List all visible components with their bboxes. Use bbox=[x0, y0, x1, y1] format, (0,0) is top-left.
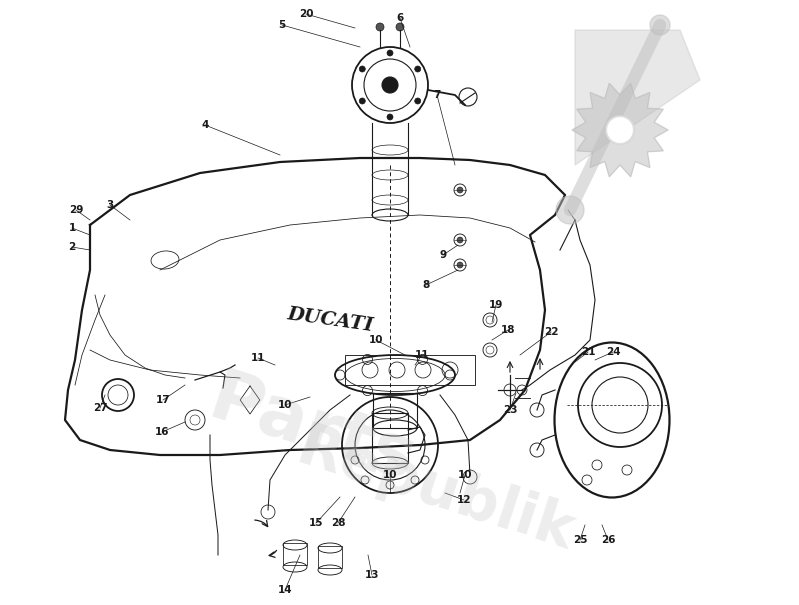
Text: 28: 28 bbox=[331, 518, 345, 528]
Text: 19: 19 bbox=[489, 300, 503, 310]
Text: 8: 8 bbox=[423, 280, 430, 290]
Circle shape bbox=[415, 98, 421, 104]
Circle shape bbox=[360, 98, 365, 104]
Circle shape bbox=[457, 262, 463, 268]
Circle shape bbox=[457, 237, 463, 243]
Circle shape bbox=[387, 50, 393, 56]
Text: 15: 15 bbox=[308, 518, 324, 528]
Circle shape bbox=[396, 23, 404, 31]
Text: 2: 2 bbox=[69, 242, 76, 252]
Circle shape bbox=[387, 114, 393, 120]
Text: 1: 1 bbox=[69, 223, 76, 233]
Text: 7: 7 bbox=[433, 90, 441, 100]
Text: 10: 10 bbox=[278, 400, 292, 410]
Text: 17: 17 bbox=[156, 395, 170, 405]
Circle shape bbox=[360, 66, 365, 72]
Bar bbox=[345, 355, 475, 385]
Bar bbox=[318, 546, 342, 568]
Text: 11: 11 bbox=[415, 350, 429, 360]
Text: 24: 24 bbox=[606, 347, 620, 357]
Circle shape bbox=[556, 196, 584, 224]
Text: 10: 10 bbox=[458, 470, 472, 480]
Text: 16: 16 bbox=[155, 427, 169, 437]
Text: 26: 26 bbox=[601, 535, 615, 545]
Circle shape bbox=[457, 187, 463, 193]
Circle shape bbox=[382, 77, 398, 93]
Text: 21: 21 bbox=[581, 347, 595, 357]
Text: Parts: Parts bbox=[200, 364, 423, 495]
Polygon shape bbox=[575, 30, 700, 165]
Circle shape bbox=[606, 116, 634, 144]
Text: 10: 10 bbox=[383, 470, 397, 480]
Text: 29: 29 bbox=[69, 205, 83, 215]
Text: 18: 18 bbox=[501, 325, 515, 335]
Text: 10: 10 bbox=[369, 335, 384, 345]
Text: 23: 23 bbox=[503, 405, 517, 415]
Circle shape bbox=[376, 23, 384, 31]
Bar bbox=[283, 543, 307, 565]
Text: 9: 9 bbox=[439, 250, 447, 260]
Bar bbox=[372, 413, 408, 463]
Text: 5: 5 bbox=[278, 20, 285, 30]
Polygon shape bbox=[572, 83, 668, 177]
Circle shape bbox=[415, 66, 421, 72]
Text: 13: 13 bbox=[365, 570, 380, 580]
Text: 3: 3 bbox=[106, 200, 113, 210]
Text: 4: 4 bbox=[201, 120, 209, 130]
Bar bbox=[373, 393, 417, 428]
Circle shape bbox=[650, 15, 670, 35]
Text: 14: 14 bbox=[278, 585, 292, 595]
Text: 6: 6 bbox=[396, 13, 403, 23]
Text: DUCATI: DUCATI bbox=[286, 305, 374, 335]
Text: 22: 22 bbox=[544, 327, 559, 337]
Text: Republik: Republik bbox=[290, 418, 582, 561]
Text: 27: 27 bbox=[93, 403, 107, 413]
Text: 12: 12 bbox=[457, 495, 471, 505]
Text: 20: 20 bbox=[299, 9, 313, 19]
Text: 25: 25 bbox=[573, 535, 587, 545]
Text: 11: 11 bbox=[251, 353, 265, 363]
